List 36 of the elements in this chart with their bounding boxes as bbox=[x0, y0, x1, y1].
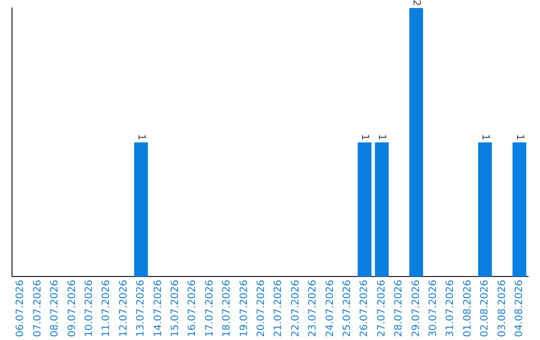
data-label: 1 bbox=[359, 134, 370, 140]
x-tick-label: 27.07.2026 bbox=[376, 280, 388, 338]
data-label: 1 bbox=[135, 134, 146, 140]
data-label: 1 bbox=[479, 134, 490, 140]
x-tick-label: 13.07.2026 bbox=[136, 280, 147, 338]
x-tick-label: 16.07.2026 bbox=[187, 280, 198, 338]
x-tick-label: 03.08.2026 bbox=[496, 280, 508, 338]
x-tick-label: 28.07.2026 bbox=[394, 280, 405, 338]
data-label: 2 bbox=[410, 0, 422, 6]
x-tick-label: 14.07.2026 bbox=[152, 280, 164, 338]
x-tick-label: 17.07.2026 bbox=[204, 280, 216, 338]
x-tick-label: 22.07.2026 bbox=[290, 280, 302, 338]
x-tick-label: 25.07.2026 bbox=[342, 280, 353, 338]
x-tick-label: 10.07.2026 bbox=[84, 280, 95, 338]
x-tick-label: 19.07.2026 bbox=[238, 280, 250, 338]
x-tick-label: 02.08.2026 bbox=[480, 280, 491, 338]
x-tick-label: 15.07.2026 bbox=[170, 280, 181, 338]
x-tick-label: 04.08.2026 bbox=[514, 280, 525, 338]
x-tick-label: 21.07.2026 bbox=[273, 280, 284, 338]
x-tick-label: 11.07.2026 bbox=[101, 280, 112, 338]
data-label: 1 bbox=[514, 134, 525, 140]
x-tick-label: 01.08.2026 bbox=[462, 280, 474, 338]
x-tick-label: 07.07.2026 bbox=[32, 280, 44, 338]
x-tick-label: 06.07.2026 bbox=[15, 280, 26, 338]
x-tick-label: 18.07.2026 bbox=[222, 280, 233, 338]
x-tick-label: 23.07.2026 bbox=[308, 280, 319, 338]
x-tick-label: 12.07.2026 bbox=[118, 280, 130, 338]
data-label: 1 bbox=[376, 134, 388, 140]
x-tick-label: 31.07.2026 bbox=[445, 280, 456, 338]
x-tick-label: 26.07.2026 bbox=[359, 280, 370, 338]
x-tick-label: 20.07.2026 bbox=[256, 280, 267, 338]
x-tick-label: 30.07.2026 bbox=[428, 280, 439, 338]
x-tick-label: 29.07.2026 bbox=[410, 280, 422, 338]
x-tick-label: 24.07.2026 bbox=[324, 280, 336, 338]
x-tick-label: 09.07.2026 bbox=[66, 280, 78, 338]
x-tick-label: 08.07.2026 bbox=[50, 280, 61, 338]
